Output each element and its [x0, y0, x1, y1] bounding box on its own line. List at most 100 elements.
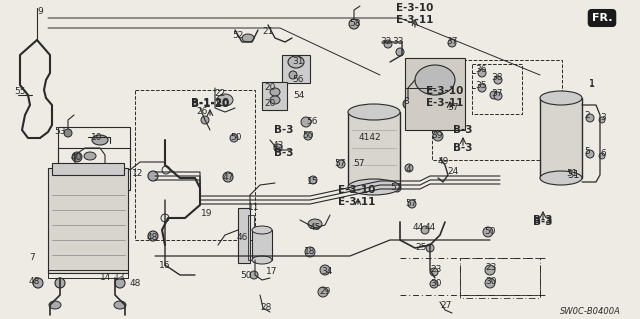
Bar	[282, 55, 310, 83]
Ellipse shape	[252, 226, 272, 234]
Text: E-3-10: E-3-10	[396, 3, 434, 13]
Bar	[472, 64, 522, 114]
Text: 57: 57	[353, 159, 365, 167]
Text: 47: 47	[222, 173, 234, 182]
Text: 9: 9	[37, 6, 43, 16]
Text: 50: 50	[230, 132, 242, 142]
Circle shape	[33, 278, 43, 288]
Text: 54: 54	[293, 91, 305, 100]
Text: 25: 25	[415, 242, 427, 251]
Text: 24: 24	[447, 167, 459, 175]
Text: 57: 57	[390, 182, 402, 191]
Text: 57: 57	[405, 198, 417, 207]
Text: 50: 50	[302, 130, 314, 139]
Circle shape	[304, 132, 312, 140]
Circle shape	[403, 99, 413, 109]
Text: 13: 13	[115, 273, 125, 283]
Text: 4142: 4142	[358, 133, 381, 143]
Bar	[248, 215, 254, 260]
Text: 50: 50	[484, 226, 496, 235]
Text: B-1-20: B-1-20	[191, 98, 229, 108]
Text: 2: 2	[584, 110, 590, 120]
Text: 38: 38	[492, 72, 503, 81]
Ellipse shape	[242, 34, 254, 42]
Text: 20: 20	[264, 99, 276, 108]
Ellipse shape	[84, 152, 96, 160]
Bar	[238, 208, 250, 263]
Text: 23: 23	[485, 263, 497, 271]
Text: 10: 10	[92, 132, 103, 142]
Ellipse shape	[288, 56, 304, 68]
Circle shape	[599, 153, 605, 159]
Circle shape	[356, 160, 364, 168]
Text: 46: 46	[236, 233, 248, 241]
Text: 48: 48	[147, 233, 157, 241]
Ellipse shape	[114, 301, 126, 309]
Circle shape	[494, 92, 502, 100]
Circle shape	[599, 117, 605, 123]
Circle shape	[494, 76, 502, 84]
Text: 16: 16	[159, 261, 171, 270]
Circle shape	[485, 265, 495, 275]
Text: 37: 37	[446, 38, 458, 47]
Circle shape	[349, 19, 359, 29]
Text: E-3-10: E-3-10	[426, 86, 464, 96]
Text: 50: 50	[240, 271, 252, 280]
Circle shape	[320, 265, 330, 275]
Text: 35: 35	[476, 81, 487, 91]
Circle shape	[478, 84, 486, 92]
Circle shape	[393, 184, 401, 192]
Circle shape	[289, 71, 297, 79]
Text: 58: 58	[349, 19, 361, 27]
Circle shape	[430, 268, 438, 276]
Circle shape	[305, 247, 315, 257]
Ellipse shape	[49, 301, 61, 309]
Text: 37: 37	[492, 90, 503, 99]
Circle shape	[433, 131, 443, 141]
Text: 51: 51	[567, 170, 579, 180]
Text: 28: 28	[260, 302, 272, 311]
Text: 49: 49	[437, 157, 449, 166]
Circle shape	[384, 40, 392, 48]
Text: 22: 22	[214, 88, 226, 98]
Text: 19: 19	[201, 210, 212, 219]
Text: 14: 14	[100, 273, 112, 283]
Circle shape	[318, 287, 328, 297]
Text: 1: 1	[589, 78, 595, 87]
Ellipse shape	[92, 135, 108, 145]
Bar	[52, 163, 124, 175]
Text: 3: 3	[600, 114, 606, 122]
Text: 31: 31	[292, 56, 304, 65]
Text: 33: 33	[392, 38, 404, 47]
Text: 29: 29	[319, 287, 331, 296]
Text: B-3: B-3	[453, 143, 473, 153]
Text: B-3: B-3	[453, 125, 473, 135]
Circle shape	[408, 200, 416, 208]
Circle shape	[421, 226, 429, 234]
Text: 7: 7	[29, 254, 35, 263]
Text: 15: 15	[307, 176, 319, 186]
Text: B-1-20: B-1-20	[191, 99, 229, 109]
Text: E-3-11: E-3-11	[426, 98, 464, 108]
Bar	[135, 90, 255, 240]
Text: 45: 45	[309, 222, 321, 232]
Circle shape	[115, 278, 125, 288]
Text: B-3: B-3	[533, 217, 553, 227]
Ellipse shape	[540, 171, 582, 185]
Text: B-3: B-3	[533, 215, 553, 225]
Circle shape	[72, 152, 82, 162]
Text: 5: 5	[584, 146, 590, 155]
Circle shape	[371, 134, 379, 142]
Circle shape	[148, 231, 158, 241]
Text: 21: 21	[262, 26, 274, 35]
Text: 48: 48	[129, 279, 141, 288]
Circle shape	[485, 278, 495, 288]
Circle shape	[201, 116, 209, 124]
Circle shape	[162, 166, 170, 174]
Bar	[48, 270, 128, 278]
Circle shape	[64, 129, 72, 137]
Text: 44: 44	[424, 224, 436, 233]
Text: 32: 32	[380, 38, 392, 47]
Text: SW0C-B0400A: SW0C-B0400A	[560, 308, 621, 316]
Circle shape	[274, 144, 282, 152]
